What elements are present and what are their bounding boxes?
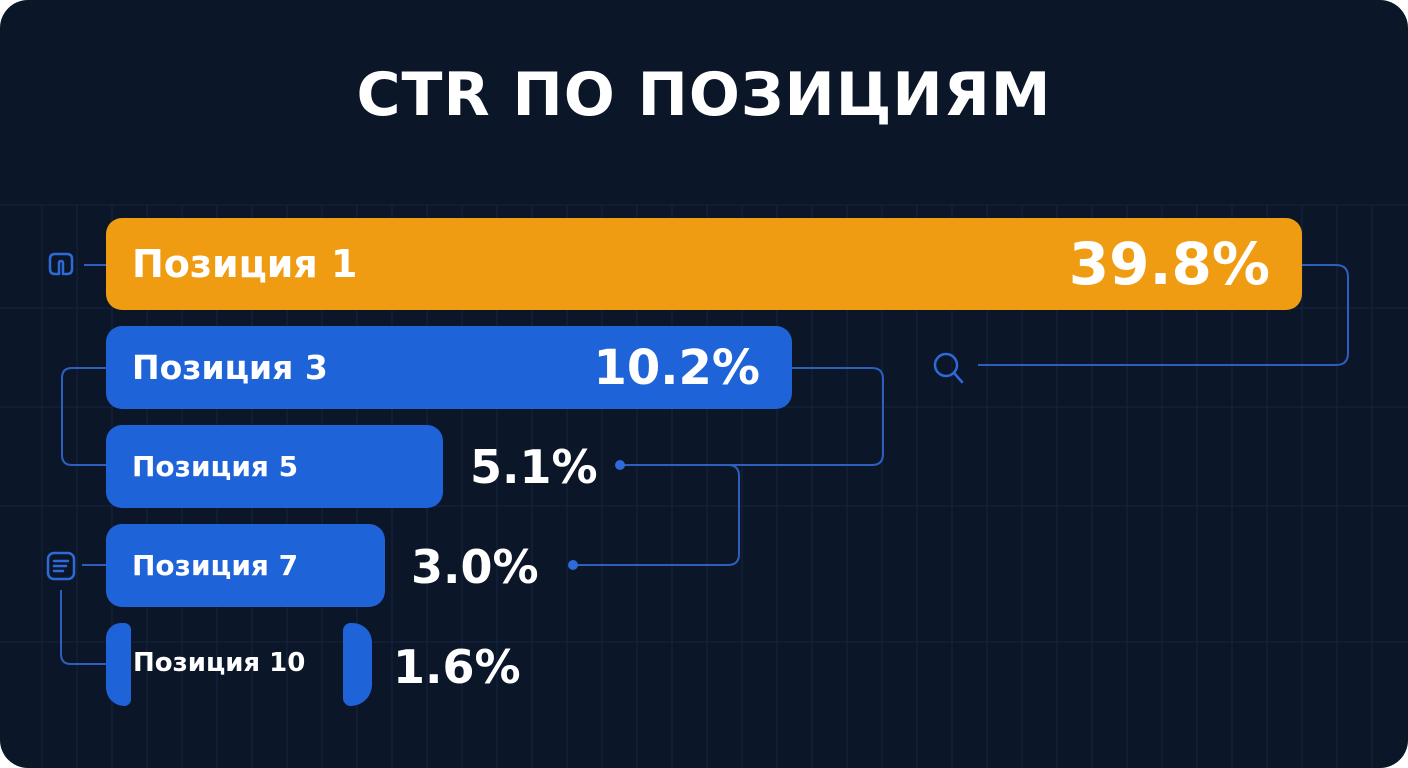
link-icon xyxy=(48,252,74,276)
search-icon xyxy=(933,352,964,384)
bar-label: Позиция 3 xyxy=(132,348,328,387)
chart-title: CTR ПО ПОЗИЦИЯМ xyxy=(356,60,1052,130)
bar-value-position-10: 1.6% xyxy=(393,640,521,694)
bar-label-position-10: Позиция 10 xyxy=(133,648,306,678)
bar-position-7: Позиция 7 xyxy=(106,524,385,607)
bar-position-5: Позиция 5 xyxy=(106,425,443,508)
bar-position-3: Позиция 3 10.2% xyxy=(106,326,792,409)
bar-value: 39.8% xyxy=(1068,230,1270,298)
bar-label: Позиция 5 xyxy=(132,450,299,483)
bar-value: 10.2% xyxy=(593,339,760,396)
bar-position-1: Позиция 1 39.8% xyxy=(106,218,1302,310)
document-icon xyxy=(46,551,76,581)
bar-value-position-5: 5.1% xyxy=(470,440,598,494)
bar-label: Позиция 7 xyxy=(132,549,299,582)
bar-position-10-left-cap xyxy=(106,623,131,706)
bar-position-10-right-cap xyxy=(343,623,372,706)
bar-label: Позиция 1 xyxy=(132,242,358,286)
bar-value-position-7: 3.0% xyxy=(411,540,539,594)
